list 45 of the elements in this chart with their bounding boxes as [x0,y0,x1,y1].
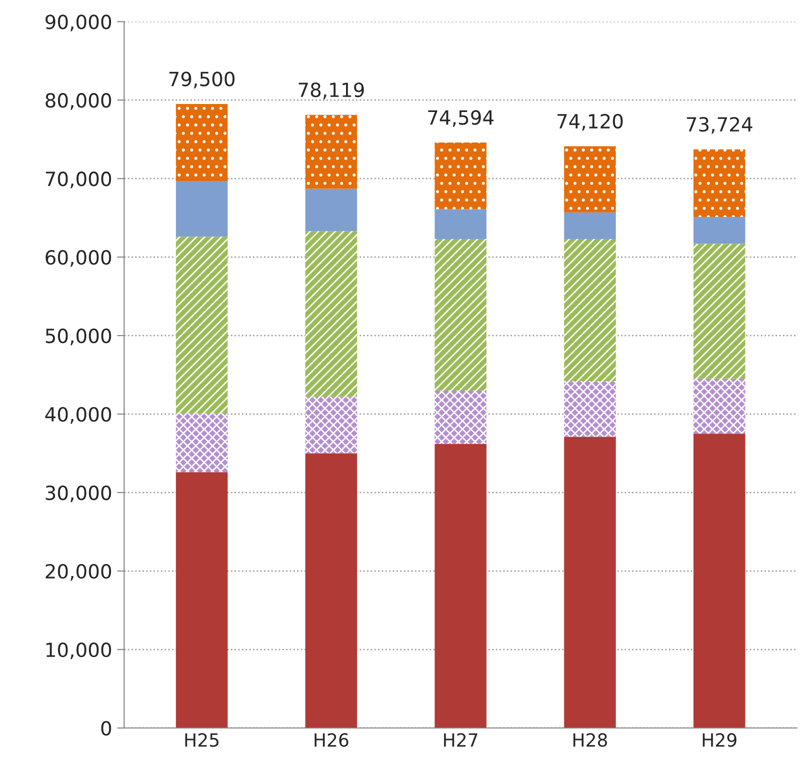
x-tick-label: H27 [444,733,478,747]
bar [564,146,616,212]
y-tick-label: 60,000 [46,250,112,267]
bar [693,149,746,218]
y-tick-label: 70,000 [46,172,112,188]
y-tick-label: 50,000 [46,328,112,346]
y-tick-label: 90,000 [46,14,112,32]
total-label: 74,120 [558,114,623,131]
bar [693,244,746,379]
bar [305,453,358,728]
bar [434,444,486,728]
bar [693,434,746,728]
x-tick-label: H26 [314,733,348,747]
bar [434,142,486,210]
bar [176,104,228,181]
bar [434,209,486,240]
total-label: 78,119 [298,82,364,100]
bar [564,436,616,728]
x-tick-label: H28 [573,733,608,747]
bar [305,396,358,454]
y-tick-label: 0 [101,720,112,736]
bar [693,378,746,434]
bar [305,231,358,397]
bar [176,180,228,237]
y-tick-label: 30,000 [46,485,112,502]
y-tick-label: 20,000 [46,564,112,581]
bar [434,239,486,391]
total-label: 73,724 [686,116,752,134]
bar [693,217,746,244]
total-label: 74,594 [428,110,494,127]
bar [176,236,228,414]
bar [176,413,228,472]
y-tick-label: 80,000 [46,93,112,110]
x-tick-label: H25 [185,733,218,747]
bar [305,114,358,189]
bar [564,381,616,437]
total-label: 79,500 [169,72,235,88]
bar [305,188,358,232]
bar [176,472,228,728]
bar [564,239,616,382]
x-tick-label: H29 [702,733,736,747]
bar [564,212,616,240]
y-tick-label: 40,000 [45,407,112,424]
bar [434,390,486,444]
y-tick-label: 10,000 [46,642,112,660]
